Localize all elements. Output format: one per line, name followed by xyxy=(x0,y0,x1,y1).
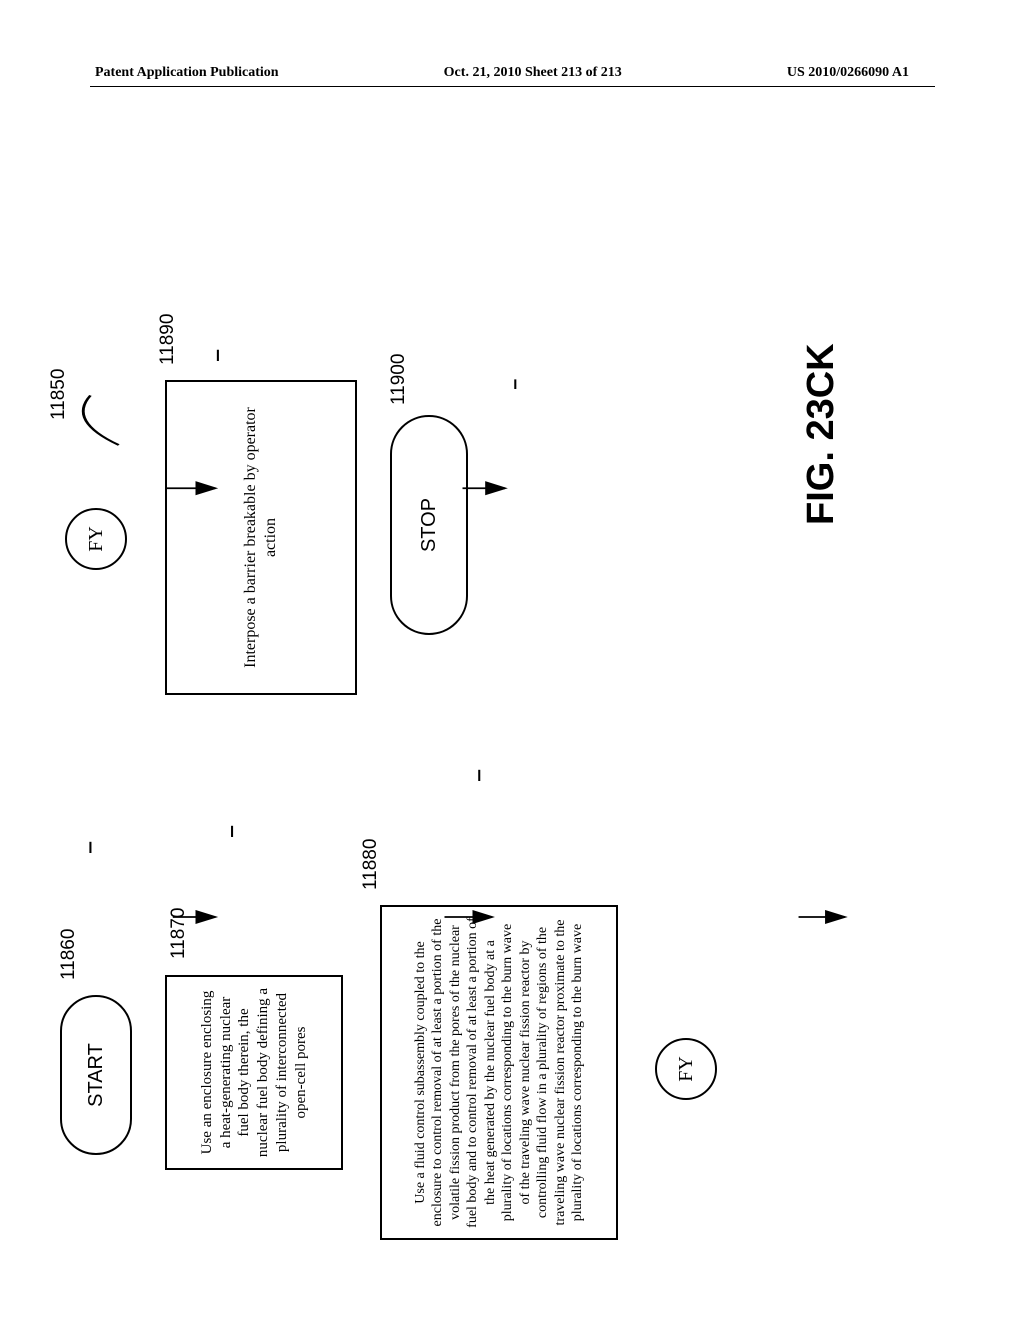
stop-label: STOP xyxy=(418,498,441,552)
connector-fy-left-label: FY xyxy=(675,1056,698,1082)
process2-text: Use a fluid control subassembly coupled … xyxy=(412,917,587,1228)
refnum-11850: 11850 xyxy=(48,369,70,420)
header-right: US 2010/0266090 A1 xyxy=(787,65,909,81)
process-box-enclosure: Use an enclosure enclosing a heat-genera… xyxy=(165,975,343,1170)
refnum-11860: 11860 xyxy=(58,929,80,980)
header-left: Patent Application Publication xyxy=(95,65,279,81)
page-header: Patent Application Publication Oct. 21, … xyxy=(0,65,1024,81)
process-box-barrier: Interpose a barrier breakable by operato… xyxy=(165,380,357,695)
connector-fy-right: FY xyxy=(65,508,127,570)
refnum-11870: 11870 xyxy=(168,908,190,959)
refnum-11900: 11900 xyxy=(388,354,410,405)
stop-terminator: STOP xyxy=(390,415,468,635)
header-center: Oct. 21, 2010 Sheet 213 of 213 xyxy=(444,65,622,81)
process-box-fluid-control: Use a fluid control subassembly coupled … xyxy=(380,905,618,1240)
process3-text: Interpose a barrier breakable by operato… xyxy=(241,392,281,683)
connector-fy-right-label: FY xyxy=(85,526,108,552)
flowchart-diagram: START Use an enclosure enclosing a heat-… xyxy=(0,285,1020,1085)
process1-text: Use an enclosure enclosing a heat-genera… xyxy=(198,987,311,1158)
start-label: START xyxy=(85,1043,108,1107)
connector-fy-left: FY xyxy=(655,1038,717,1100)
start-terminator: START xyxy=(60,995,132,1155)
refnum-11880: 11880 xyxy=(360,839,382,890)
refnum-11890: 11890 xyxy=(157,314,179,365)
header-rule xyxy=(90,86,935,87)
figure-label: FIG. 23CK xyxy=(800,343,843,525)
